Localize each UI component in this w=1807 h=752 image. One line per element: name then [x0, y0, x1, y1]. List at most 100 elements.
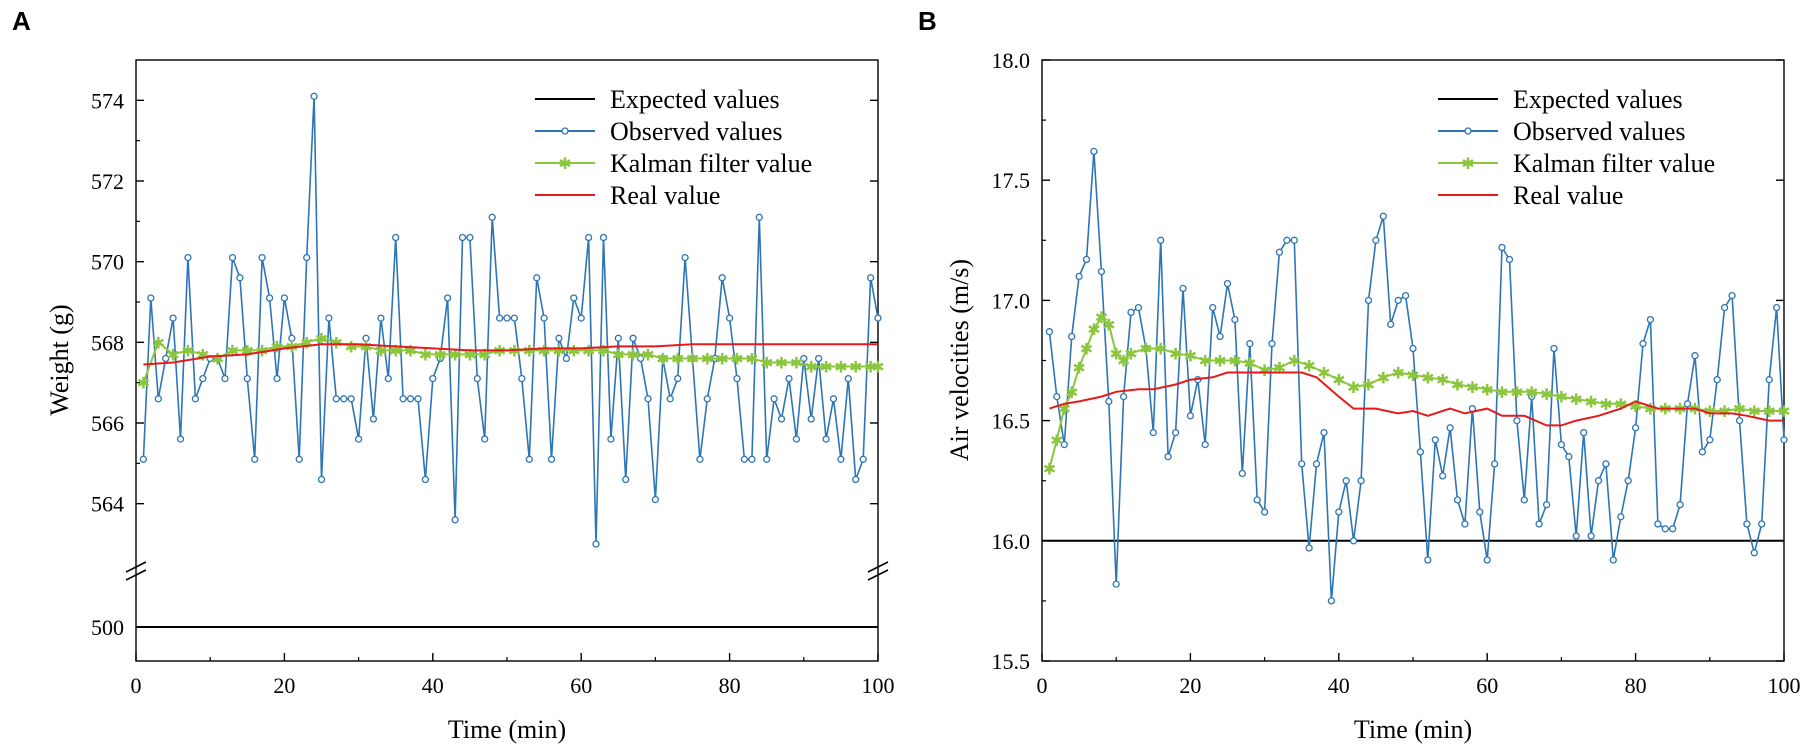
panel-a-observed-point [295, 455, 303, 463]
panel-b-observed-point [1312, 460, 1321, 468]
panel-a-kalman-point: ✱ [404, 341, 417, 360]
panel-b-observed-point [1394, 296, 1402, 305]
panel-b-kalman-point: ✱ [1072, 359, 1085, 378]
panel-a-kalman-point: ✱ [255, 341, 268, 360]
panel-a-observed-point [273, 374, 281, 383]
panel-b-y-axis: 15.5 16.0 16.5 17.0 17.5 18.0 [992, 48, 1784, 674]
panel-b-kalman-point: ✱ [1466, 378, 1479, 397]
panel-a-observed-point [577, 314, 585, 322]
panel-a-kalman-point: ✱ [166, 345, 179, 364]
panel-a-kalman-point: ✱ [612, 345, 625, 364]
panel-b-observed-point [1498, 243, 1506, 252]
panel-a-observed-point [814, 354, 823, 363]
panel-b-legend-label-real-value: Real value [1513, 181, 1623, 210]
panel-b-kalman-point: ✱ [1584, 392, 1597, 411]
panel-b-observed-point [1691, 352, 1699, 360]
panel-b-observed-point [1557, 440, 1566, 449]
panel-a-observed-values-line [142, 96, 879, 545]
panel-a-observed-point [629, 334, 637, 342]
panel-b-kalman-point: ✱ [1451, 376, 1464, 395]
panel-a-legend-marker [561, 127, 569, 135]
panel-b-observed-point [1594, 477, 1603, 485]
panel-b-x-axis-title: Time (min) [1354, 715, 1472, 744]
panel-a-observed-point [740, 455, 749, 463]
panel-a-observed-point [725, 314, 734, 322]
panel-a-kalman-point: ✱ [775, 354, 788, 373]
panel-a-observed-point [510, 314, 519, 322]
panel-b-legend-label-expected-values: Expected values [1513, 85, 1683, 114]
panel-b-kalman-point: ✱ [1644, 400, 1657, 419]
panel-a-observed-point [347, 395, 355, 403]
panel-a-x-tick-label: 100 [862, 673, 895, 698]
panel-a-observed-point [718, 274, 726, 282]
panel-b-observed-point [1171, 428, 1180, 437]
panel-b-kalman-point: ✱ [1391, 364, 1404, 383]
panel-a-observed-point [822, 435, 830, 443]
panel-a-legend-label-real-value: Real value [610, 181, 720, 210]
panel-b-observed-point [1542, 501, 1551, 509]
panel-b-kalman-point: ✱ [1703, 402, 1716, 421]
panel-a-kalman-point: ✱ [871, 358, 884, 377]
panel-b-legend: Expected values Observed values ✱ Kalman fi… [1438, 85, 1715, 210]
panel-b-kalman-point: ✱ [1762, 402, 1775, 421]
panel-a-kalman-point: ✱ [389, 341, 402, 360]
panel-b-kalman-point: ✱ [1213, 352, 1226, 371]
panel-b-kalman-point: ✱ [1198, 352, 1211, 371]
panel-a-observed-point [859, 455, 867, 463]
panel-a-observed-point [733, 374, 741, 383]
panel-b-kalman-point: ✱ [1109, 344, 1122, 363]
panel-b-observed-point [1119, 392, 1128, 401]
panel-a-kalman-point: ✱ [330, 333, 343, 352]
panel-a-legend: Expected values Observed values ✱ Kalman fi… [535, 85, 812, 210]
panel-a-y-tick-label: 572 [91, 169, 124, 194]
panel-b-kalman-point: ✱ [1228, 352, 1241, 371]
panel-b-observed-point [1439, 472, 1447, 480]
panel-a-observed-point [162, 354, 170, 363]
panel-a-observed-point [369, 415, 378, 423]
panel-a-kalman-point: ✱ [864, 358, 877, 377]
panel-a-kalman-point: ✱ [701, 350, 714, 369]
panel-a-observed-point [481, 435, 489, 443]
panel-b-kalman-point: ✱ [1243, 354, 1256, 373]
panel-a-observed-point [666, 395, 674, 403]
panel-b-kalman-point: ✱ [1258, 361, 1271, 380]
panel-b-observed-point [1327, 597, 1336, 605]
panel-b-observed-point [1476, 508, 1484, 516]
panel-a-kalman-point: ✱ [745, 350, 758, 369]
panel-b-observed-point [1134, 303, 1143, 312]
panel-a-observed-point [525, 455, 533, 463]
panel-a-kalman-point: ✱ [537, 341, 550, 360]
panel-a-kalman-point: ✱ [478, 345, 491, 364]
panel-b-observed-point [1157, 236, 1165, 244]
panel-b-observed-point [1364, 296, 1373, 305]
panel-a-letter: A [12, 6, 31, 36]
panel-a-kalman-point: ✱ [656, 350, 669, 369]
panel-a-kalman-point: ✱ [300, 333, 313, 352]
panel-a-observed-point [844, 374, 852, 383]
panel-a-kalman-point: ✱ [790, 354, 803, 373]
panel-b-kalman-point: ✱ [1154, 340, 1167, 359]
panel-a-kalman-point: ✱ [641, 345, 654, 364]
panel-b-kalman-point: ✱ [1347, 378, 1360, 397]
panel-b-observed-point [1283, 236, 1291, 244]
panel-a-observed-point [392, 233, 400, 242]
panel-a-observed-point [518, 374, 526, 383]
panel-a-y-tick-label: 566 [91, 411, 124, 436]
panel-a-kalman-point: ✱ [552, 341, 565, 360]
panel-a-observed-point [488, 213, 496, 221]
panel-b-observed-point [1483, 556, 1491, 564]
panel-b-observed-point [1401, 291, 1410, 300]
panel-b-kalman-point: ✱ [1540, 385, 1553, 404]
panel-b-observed-point [1490, 460, 1499, 468]
panel-b-y-tick-label: 17.0 [992, 288, 1031, 313]
panel-b-observed-point [1305, 544, 1313, 552]
panel-a-observed-point [199, 374, 207, 383]
axis-break-mark [125, 569, 147, 581]
panel-a-kalman-point: ✱ [626, 345, 639, 364]
panel-a-observed-point [755, 213, 763, 221]
panel-b-kalman-point: ✱ [1124, 344, 1137, 363]
panel-b-letter: B [918, 6, 937, 36]
panel-b-x-axis: 0 20 40 60 80 100 [1037, 653, 1801, 698]
panel-a-observed-point [303, 253, 311, 262]
